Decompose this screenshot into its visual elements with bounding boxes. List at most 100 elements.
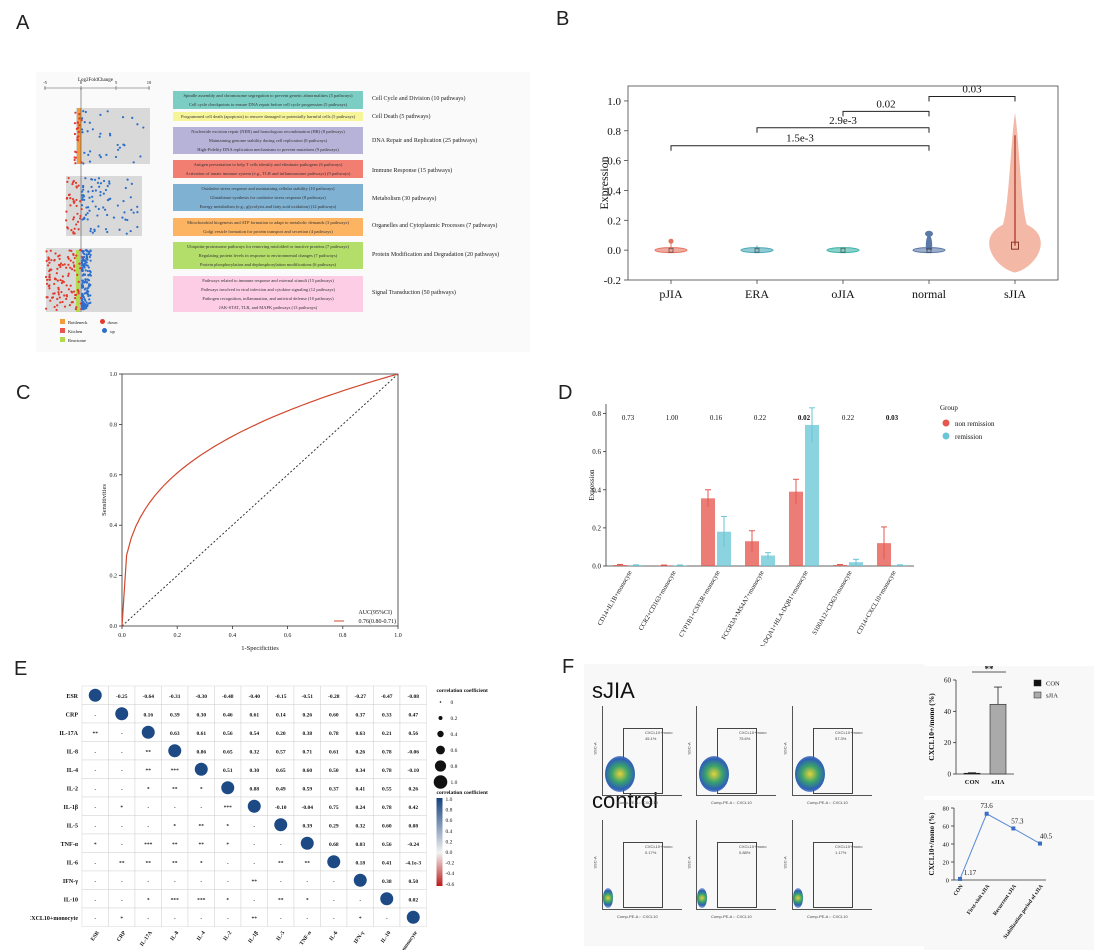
panel-e-coef-value: 0.56 (408, 731, 418, 737)
panel-a-down-dot (56, 279, 59, 282)
panel-a-up-dot (86, 290, 89, 293)
panel-c-xtick-label: 0.0 (118, 633, 126, 639)
panel-a-down-dot (47, 256, 50, 259)
panel-a-up-dot (108, 180, 111, 183)
panel-e-coef-value: 0.39 (302, 823, 312, 829)
panel-a-down-dot (74, 162, 77, 165)
panel-a-down-dot (54, 252, 57, 255)
panel-a-up-dot (97, 177, 101, 180)
panel-e-coef-value: 0.46 (223, 712, 233, 718)
panel-e-sig-mark: - (280, 842, 282, 848)
fcs-plot-control: CXCL10+mono 0.88% Comp-PE-A :: CXCL10 SSC-A (687, 820, 776, 919)
panel-e-sig-mark: ** (199, 842, 205, 848)
panel-a-down-dot (63, 305, 67, 308)
panel-e-sig-mark: * (147, 786, 150, 792)
panel-a-up-dot (102, 179, 106, 183)
fcs-gate-name: CXCL10+mono (645, 730, 673, 735)
panel-b-xtick-label: pJIA (659, 287, 683, 301)
panel-e-col-label: IL-4 (196, 930, 207, 942)
panel-a-up-dot (86, 264, 89, 267)
panel-d-legend-label: non remission (955, 420, 995, 428)
panel-e-colorbar-label: -0.4 (446, 871, 455, 877)
panel-a-down-dot (73, 269, 76, 272)
panel-a-up-dot (83, 273, 86, 276)
panel-b-ylabel: Expression (597, 156, 611, 209)
panel-a-up-dot (106, 110, 109, 113)
panel-a-up-dot (82, 188, 85, 191)
panel-a-up-dot (83, 255, 86, 258)
panel-a-down-dot (77, 280, 80, 283)
panel-a-up-dot (88, 255, 91, 259)
panel-d-bar (629, 565, 643, 566)
panel-a-down-dot (80, 307, 83, 311)
panel-a-up-dot (129, 229, 132, 233)
panel-e-sig-mark: - (386, 916, 388, 922)
panel-e-sig-mark: - (200, 805, 202, 811)
panel-f-line-bg (924, 800, 1094, 950)
panel-d-bar (789, 491, 803, 566)
panel-a-down-dot (72, 218, 75, 221)
panel-e-sig-mark: ** (252, 879, 258, 885)
pathway-bar: Maintaining genome stability during cell… (173, 136, 363, 145)
panel-f-line-ytick-label: 60 (943, 824, 950, 831)
fcs-event-cloud (605, 756, 635, 792)
panel-a-down-dot (58, 296, 61, 299)
panel-b-violin-chart: -0.2 0.0 0.2 0.4 0.6 0.8 1.0 Expression pJIA ERA o… (597, 83, 1059, 301)
panel-a-up-dot (99, 113, 102, 116)
panel-e-coef-value: 0.24 (355, 805, 365, 811)
panel-a-up-dot (114, 155, 118, 159)
panel-a-up-dot (83, 120, 86, 124)
panel-e-sig-mark: - (200, 879, 202, 885)
panel-e-sig-mark: * (173, 823, 176, 829)
panel-e-sig-mark: * (200, 786, 203, 792)
panel-a-up-dot (106, 184, 109, 188)
panel-d-ytick-label: 0.8 (592, 410, 601, 418)
fcs-xaxis-label: Comp-PE-A :: CXCL10 (807, 800, 848, 805)
panel-a-up-dot (87, 294, 90, 298)
panel-a-up-dot (89, 294, 92, 297)
panel-d-xtick-label: CYP1B1+CSF3R+monocyte (678, 569, 722, 638)
panel-c-ytick-label: 0.0 (110, 624, 118, 630)
panel-a-down-dot (45, 278, 49, 281)
panel-a-down-dot (71, 181, 75, 184)
panel-f-line-ytick-label: 20 (943, 860, 950, 867)
panel-a-up-dot (88, 285, 91, 288)
panel-e-col-label: IL-10 (380, 930, 393, 944)
panel-a-down-dot (76, 288, 79, 292)
panel-e-sig-mark: ** (278, 897, 284, 903)
panel-a-down-dot (50, 258, 53, 262)
panel-a-down-dot (78, 124, 81, 127)
panel-e-coef-value: -0.15 (275, 694, 287, 700)
panel-e-col-label: IL-1β (247, 930, 260, 944)
pathway-bar: Mitochondrial biogenesis and ATP formati… (173, 218, 363, 227)
panel-e-diagonal-circle (168, 744, 182, 758)
panel-e-colorbar-label: 0.8 (446, 808, 453, 814)
panel-a-up-dot (88, 209, 91, 212)
panel-d-xtick-label: HLA-DQA1+HLA-DQB1+monocyte (755, 569, 810, 646)
panel-e-size-legend-title: correlation coefficient (437, 688, 489, 694)
panel-a-up-dot (125, 232, 128, 235)
panel-b-median (668, 247, 674, 253)
fcs-gate-name: CXCL10+mono (645, 844, 673, 849)
panel-e-diagonal-circle (88, 688, 102, 702)
panel-e-size-legend-dot (433, 775, 448, 789)
panel-a-up-dot (104, 228, 108, 231)
fcs-gate-percent: 0.17% (645, 850, 657, 855)
fcs-plot-control: CXCL10+mono 1.17% Comp-PE-A :: CXCL10 SSC-A (783, 820, 872, 919)
panel-e-row-label: IL-1β (64, 805, 79, 811)
panel-e-coef-value: 0.56 (382, 842, 392, 848)
panel-d-pvalue: 0.22 (754, 414, 767, 422)
panel-a-down-dot (79, 214, 82, 218)
panel-a-up-dot (99, 156, 102, 159)
panel-a-down-dot (63, 294, 66, 297)
panel-b-pvalue: 1.5e-3 (786, 133, 814, 145)
panel-b-comparison-bracket (756, 127, 930, 133)
panel-a-up-dot (94, 189, 97, 192)
panel-f-line-point (1011, 826, 1016, 831)
panel-a-down-dot (58, 257, 61, 261)
panel-e-sig-mark: - (121, 897, 123, 903)
panel-a-up-dot (132, 211, 135, 214)
panel-a-up-dot (81, 279, 84, 282)
panel-c-diagonal (121, 373, 399, 627)
panel-a-up-dot (82, 110, 85, 113)
